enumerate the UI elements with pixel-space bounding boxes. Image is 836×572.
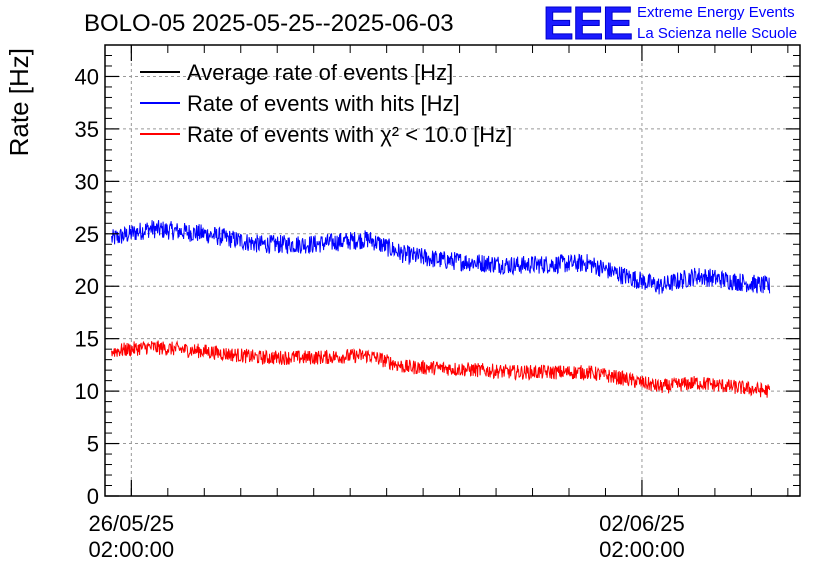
plot-frame [104, 44, 801, 497]
legend-label: Average rate of events [Hz] [187, 60, 453, 85]
y-axis: 0 5 10 15 20 25 30 35 40 [75, 44, 800, 509]
chart-title: BOLO-05 2025-05-25--2025-06-03 [84, 10, 454, 37]
series-layer [111, 220, 771, 398]
x-tick-time-label: 02:00:00 [89, 537, 175, 562]
series-line-2 [111, 340, 771, 398]
y-tick-label: 0 [87, 484, 99, 509]
y-tick-label: 30 [75, 169, 99, 194]
org-name-line1: Extreme Energy Events [637, 4, 795, 21]
legend-label: Rate of events with hits [Hz] [187, 91, 460, 116]
y-tick-label: 10 [75, 379, 99, 404]
y-tick-label: 25 [75, 222, 99, 247]
legend-label: Rate of events with χ² < 10.0 [Hz] [187, 122, 512, 147]
x-tick-date-label: 02/06/25 [599, 511, 685, 536]
org-name-line2: La Scienza nelle Scuole [637, 25, 798, 42]
y-tick-label: 20 [75, 274, 99, 299]
x-tick-date-label: 26/05/25 [89, 511, 175, 536]
legend: Average rate of events [Hz] Rate of event… [140, 60, 512, 147]
series-line-1 [111, 220, 771, 295]
y-axis-label: Rate [Hz] [4, 48, 34, 156]
y-tick-label: 15 [75, 327, 99, 352]
grid-lines [105, 45, 800, 496]
y-tick-label: 40 [75, 64, 99, 89]
y-tick-label: 5 [87, 432, 99, 457]
y-tick-label: 35 [75, 117, 99, 142]
x-tick-time-label: 02:00:00 [599, 537, 685, 562]
eee-logo: EEE [542, 0, 633, 49]
